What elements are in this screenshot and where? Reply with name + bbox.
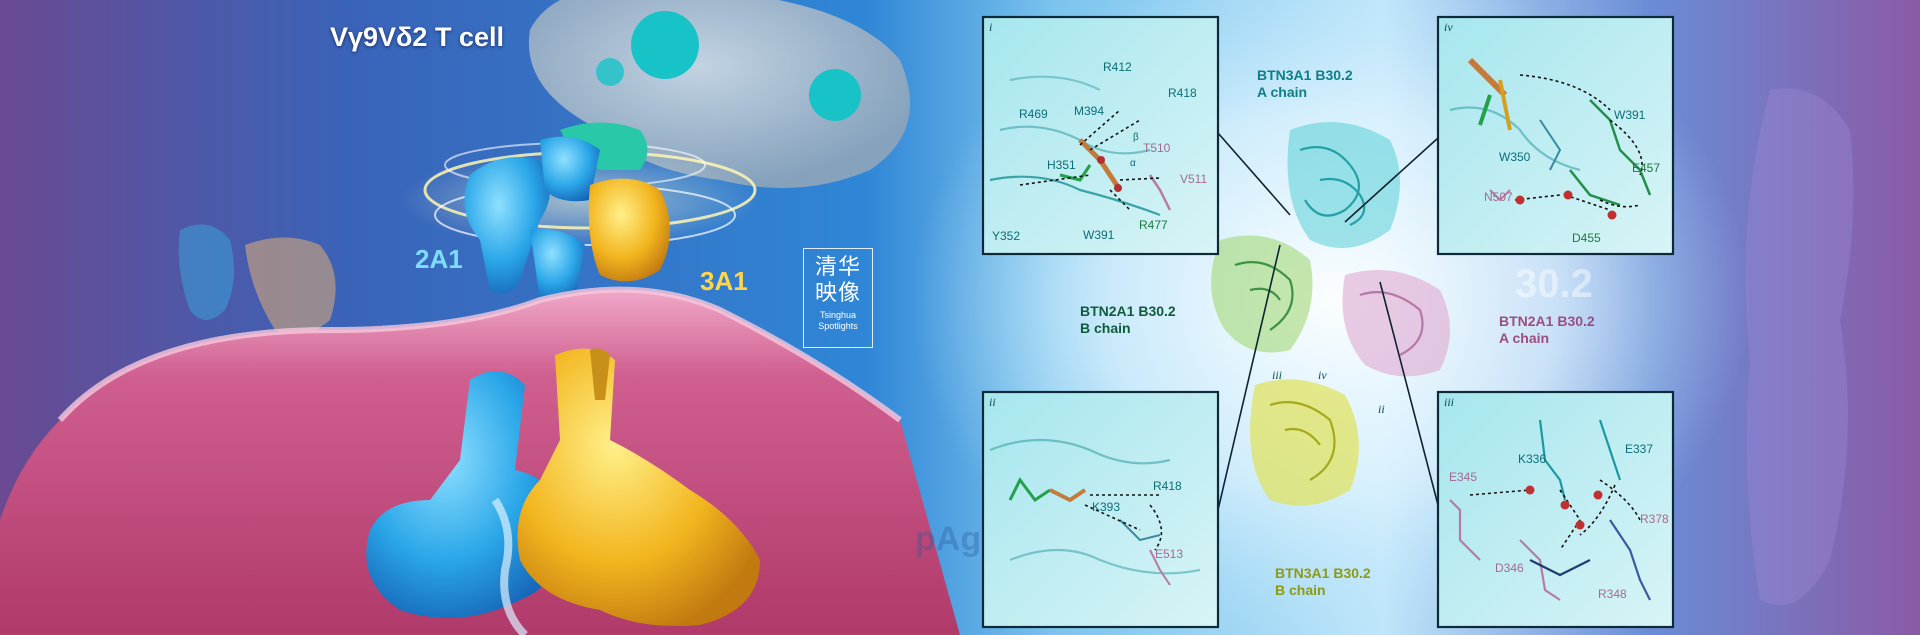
residue-label: D346 (1495, 561, 1524, 575)
label-3a1: 3A1 (700, 266, 748, 297)
greek-alpha: α (1130, 158, 1136, 169)
residue-label: R418 (1168, 86, 1197, 100)
residue-label: R348 (1598, 587, 1627, 601)
residue-label: E337 (1625, 442, 1653, 456)
residue-label: W391 (1614, 108, 1645, 122)
residue-label: R477 (1139, 218, 1168, 232)
panel-tag-i: i (989, 20, 992, 35)
residue-label: K393 (1092, 500, 1120, 514)
residue-label: E457 (1632, 161, 1660, 175)
residue-label: N507 (1484, 190, 1513, 204)
logo-english-line1: Tsinghua (804, 310, 872, 321)
label-2a1: 2A1 (415, 244, 463, 275)
center-tag-ii: ii (1378, 402, 1385, 417)
logo-english-line2: Spotlights (804, 321, 872, 332)
panel-tag-iv: iv (1444, 20, 1453, 35)
residue-label: D455 (1572, 231, 1601, 245)
ghost-b302-text: 30.2 (1515, 262, 1593, 307)
ghost-pag-text: pAg (915, 520, 981, 559)
residue-label: W350 (1499, 150, 1530, 164)
residue-label: R418 (1153, 479, 1182, 493)
residue-label: K336 (1518, 452, 1546, 466)
panel-tag-iii: iii (1444, 395, 1454, 410)
residue-label: W391 (1083, 228, 1114, 242)
residue-label: E345 (1449, 470, 1477, 484)
residue-label: V511 (1180, 172, 1207, 186)
chain-label-btn3a1-a: BTN3A1 B30.2 A chain (1257, 67, 1353, 101)
residue-label: M394 (1074, 104, 1104, 118)
chain-label-btn2a1-b: BTN2A1 B30.2 B chain (1080, 303, 1176, 337)
logo-chinese-line2: 映像 (804, 281, 872, 307)
center-tag-iv: iv (1318, 368, 1327, 383)
residue-label: Y352 (992, 229, 1020, 243)
residue-label: R378 (1640, 512, 1669, 526)
residue-label: R412 (1103, 60, 1132, 74)
t-cell-title: Vγ9Vδ2 T cell (330, 22, 504, 53)
chain-label-btn3a1-b: BTN3A1 B30.2 B chain (1275, 565, 1371, 599)
chain-label-btn2a1-a: BTN2A1 B30.2 A chain (1499, 313, 1595, 347)
residue-label: T510 (1143, 141, 1170, 155)
greek-beta: β (1133, 132, 1139, 143)
panel-tag-ii: ii (989, 395, 996, 410)
residue-label: E513 (1155, 547, 1183, 561)
tsinghua-spotlights-logo: 清华 映像 Tsinghua Spotlights (803, 248, 873, 348)
center-tag-iii: iii (1272, 368, 1282, 383)
logo-chinese-line1: 清华 (804, 255, 872, 281)
residue-label: H351 (1047, 158, 1076, 172)
residue-label: R469 (1019, 107, 1048, 121)
